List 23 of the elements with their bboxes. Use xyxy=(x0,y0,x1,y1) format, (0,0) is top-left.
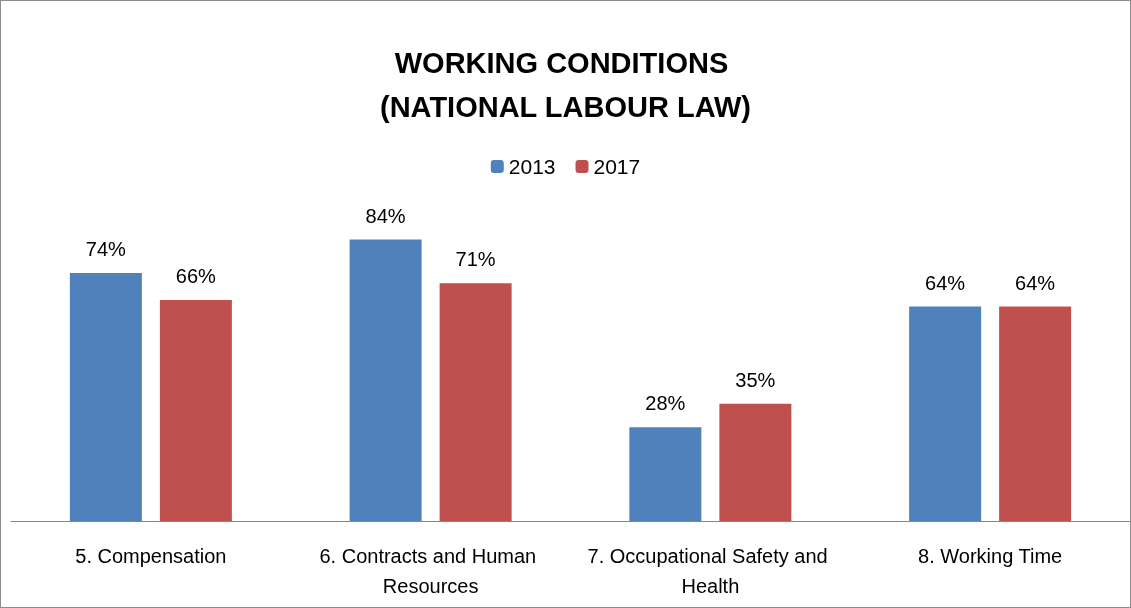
data-label: 71% xyxy=(455,248,496,271)
bar xyxy=(69,273,142,521)
data-label: 64% xyxy=(925,271,966,294)
x-tick-label: 5. Compensation xyxy=(75,545,227,567)
x-tick-label: 8. Working Time xyxy=(918,545,1063,567)
bar xyxy=(159,299,232,521)
legend-label: 2017 xyxy=(593,155,641,178)
data-label: 35% xyxy=(735,368,776,391)
legend-label: 2013 xyxy=(508,155,556,178)
data-label: 64% xyxy=(1015,271,1056,294)
bar xyxy=(629,427,702,521)
x-tick-label: 6. Contracts and Human Resources xyxy=(319,545,542,597)
bar xyxy=(909,306,982,521)
x-tick-label: 7. Occupational Safety and Health xyxy=(587,545,834,597)
data-label: 28% xyxy=(645,392,686,415)
bar xyxy=(349,239,422,521)
chart-title: WORKING CONDITIONS (NATIONAL LABOUR LAW) xyxy=(379,47,752,123)
data-label: 84% xyxy=(365,204,406,227)
data-label: 66% xyxy=(175,264,217,287)
data-label: 74% xyxy=(85,238,127,261)
bar xyxy=(999,306,1072,521)
bar xyxy=(719,403,792,521)
bar xyxy=(439,283,512,521)
